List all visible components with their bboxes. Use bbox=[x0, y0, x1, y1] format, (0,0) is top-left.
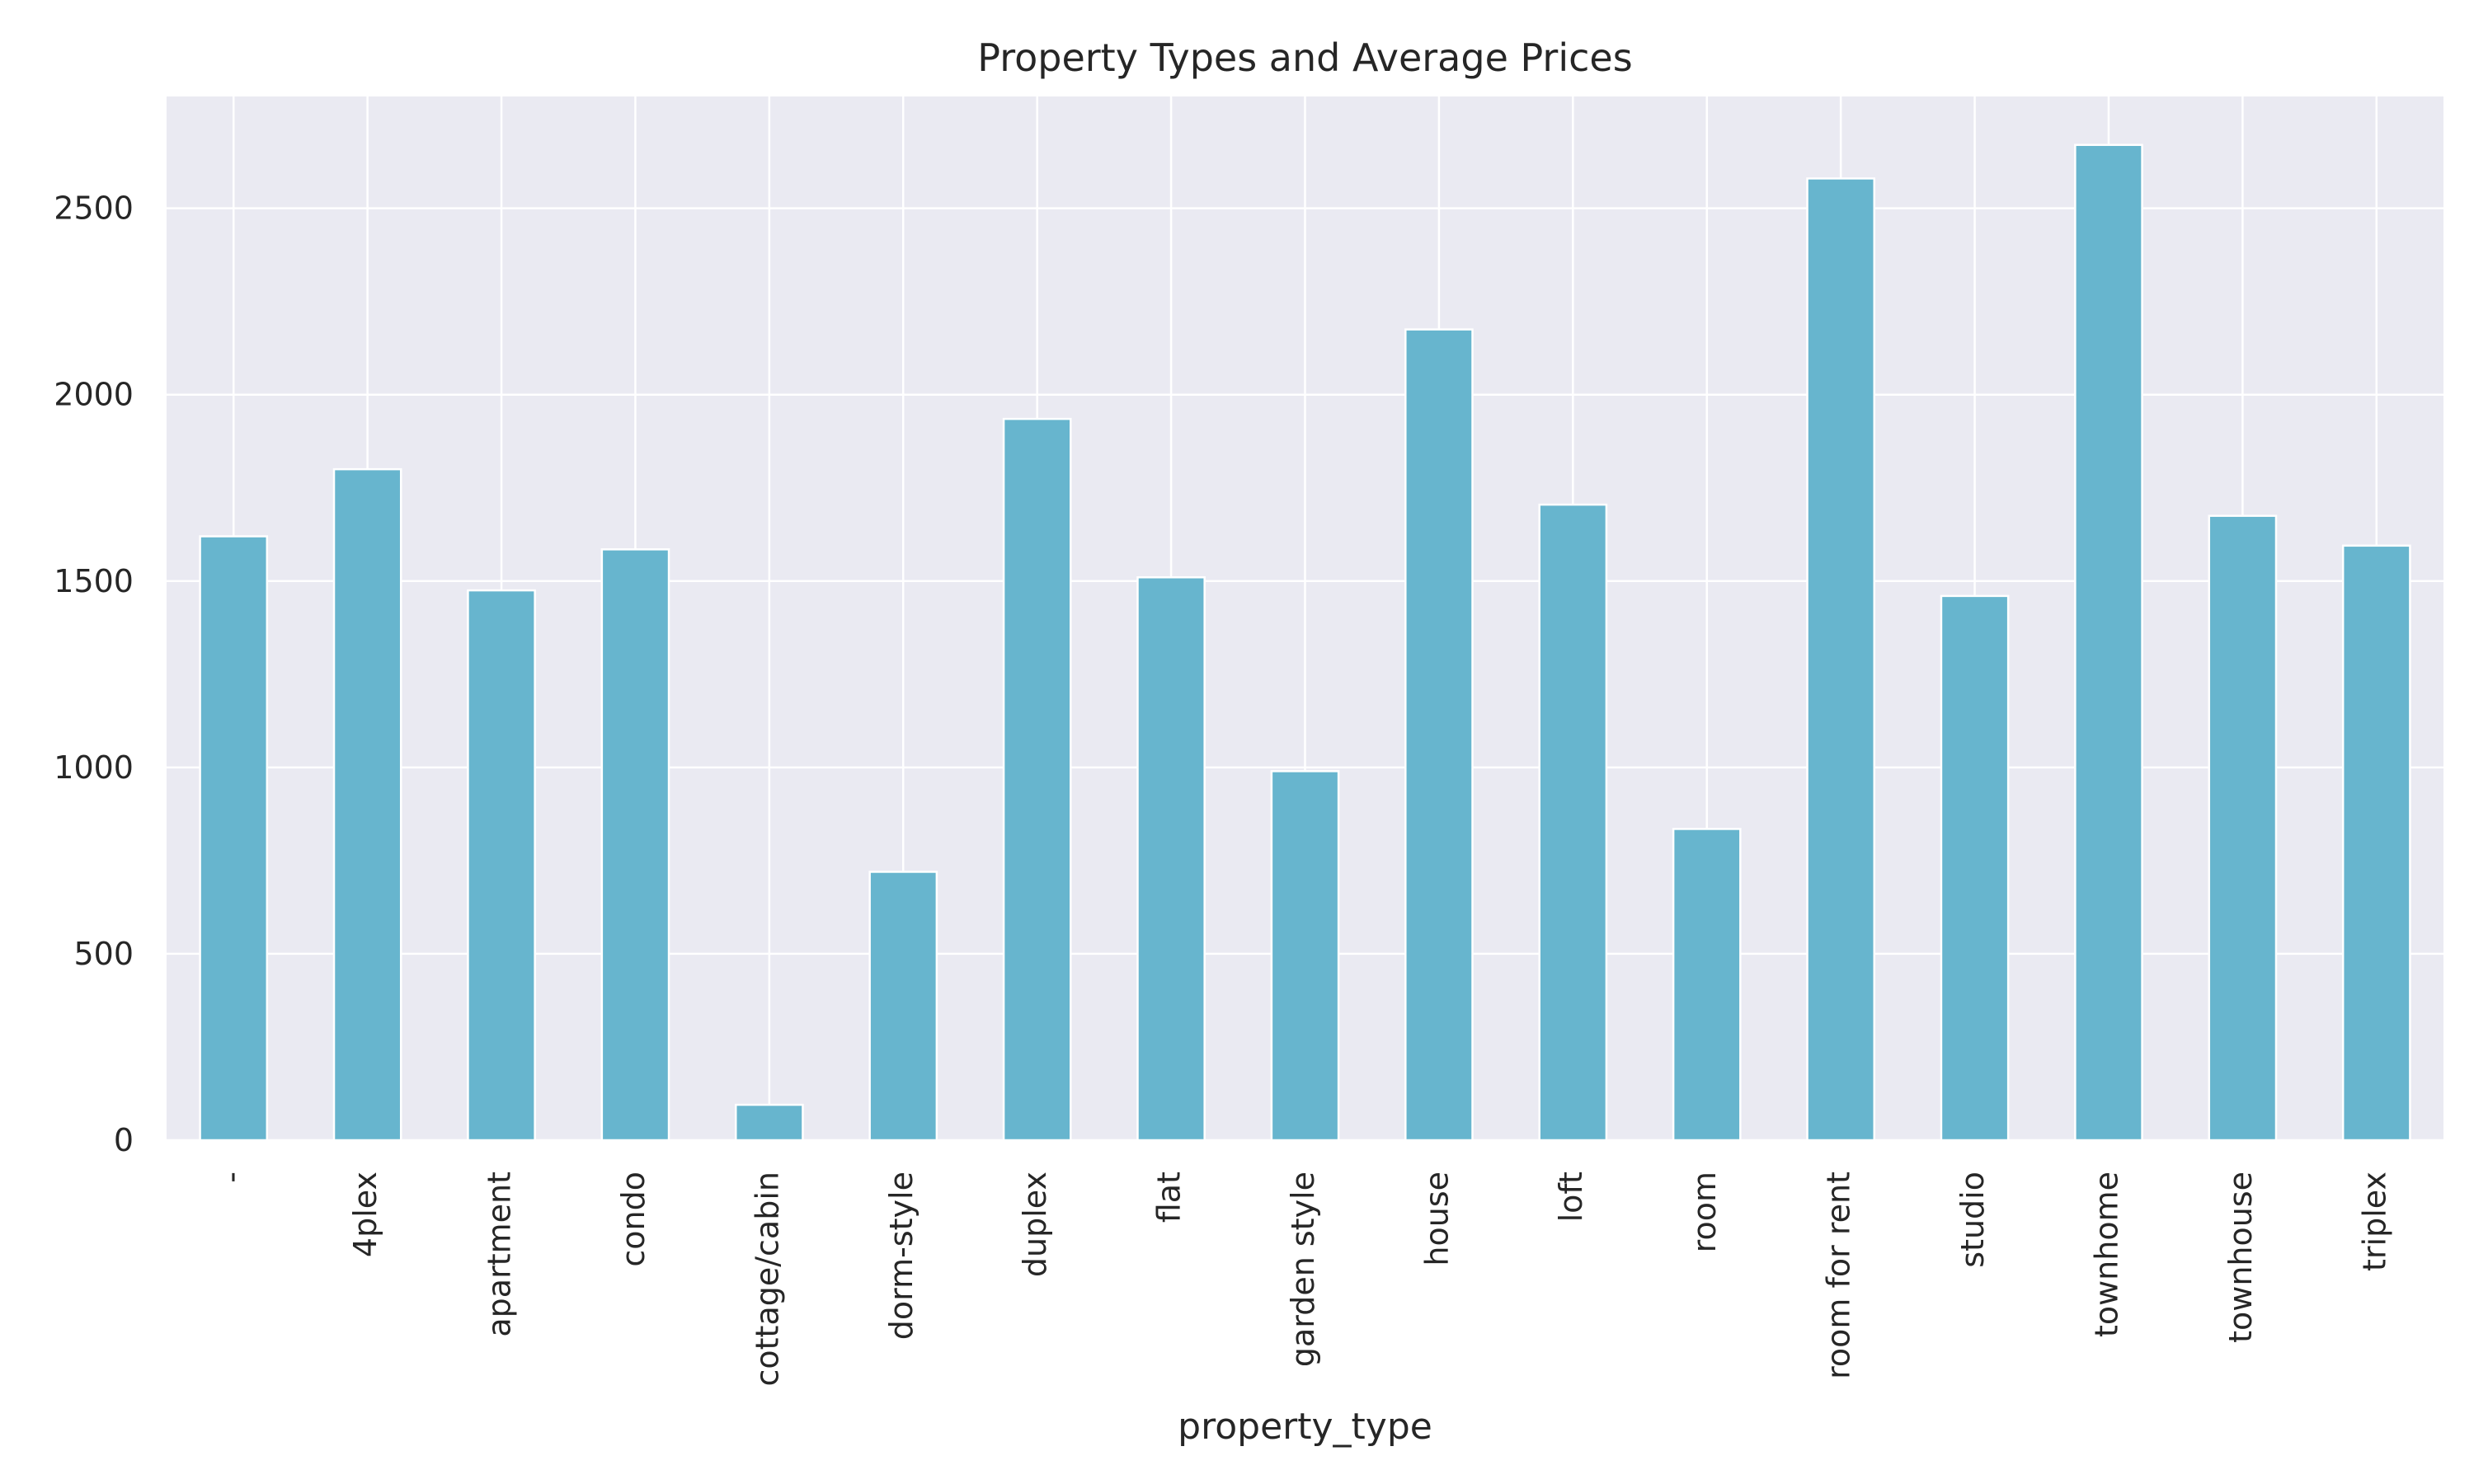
x-tick-label: house bbox=[1418, 1172, 1455, 1266]
bar bbox=[1404, 328, 1474, 1142]
bar bbox=[1940, 594, 2010, 1142]
x-tick-label: garden style bbox=[1285, 1172, 1321, 1367]
bar bbox=[467, 589, 536, 1142]
y-tick-label: 0 bbox=[114, 1122, 134, 1158]
y-tick-label: 1500 bbox=[54, 563, 134, 599]
y-tick-label: 2000 bbox=[54, 377, 134, 413]
x-tick-label: room for rent bbox=[1821, 1172, 1857, 1379]
bar bbox=[1538, 503, 1608, 1142]
bar bbox=[1270, 770, 1340, 1142]
bar bbox=[199, 535, 269, 1142]
x-tick-label: cottage/cabin bbox=[749, 1172, 785, 1386]
x-axis-ticks: - 4plex apartment condo cottage/cabin dorm-st… bbox=[214, 1172, 2393, 1386]
x-tick-label: loft bbox=[1553, 1172, 1589, 1222]
bar bbox=[2074, 143, 2143, 1142]
x-tick-label: dorm-style bbox=[883, 1172, 920, 1340]
bars bbox=[199, 143, 2411, 1142]
bar bbox=[332, 467, 402, 1142]
x-tick-label: townhome bbox=[2088, 1172, 2124, 1337]
bar bbox=[868, 871, 938, 1142]
x-tick-label: apartment bbox=[482, 1172, 518, 1337]
bar bbox=[1806, 177, 1876, 1142]
x-tick-label: 4plex bbox=[347, 1172, 383, 1257]
bar bbox=[1002, 417, 1072, 1142]
bar bbox=[600, 548, 670, 1142]
x-tick-label: studio bbox=[1954, 1172, 1991, 1268]
chart-title: Property Types and Average Prices bbox=[977, 35, 1632, 80]
y-tick-label: 500 bbox=[73, 936, 134, 972]
y-tick-label: 2500 bbox=[54, 190, 134, 227]
bar bbox=[735, 1103, 804, 1142]
bar bbox=[2341, 544, 2411, 1142]
x-tick-label: duplex bbox=[1017, 1172, 1053, 1277]
y-axis-ticks: 0 500 1000 1500 2000 2500 bbox=[54, 190, 134, 1158]
bar bbox=[2208, 514, 2278, 1142]
x-tick-label: condo bbox=[615, 1172, 651, 1267]
x-tick-label: - bbox=[214, 1172, 250, 1183]
x-axis-label: property_type bbox=[1178, 1406, 1432, 1448]
bar bbox=[1672, 828, 1742, 1142]
x-tick-label: townhouse bbox=[2222, 1172, 2259, 1343]
x-tick-label: triplex bbox=[2356, 1172, 2392, 1271]
y-tick-label: 1000 bbox=[54, 749, 134, 786]
x-tick-label: flat bbox=[1151, 1172, 1188, 1223]
bar bbox=[1136, 576, 1206, 1142]
x-tick-label: room bbox=[1686, 1172, 1723, 1252]
